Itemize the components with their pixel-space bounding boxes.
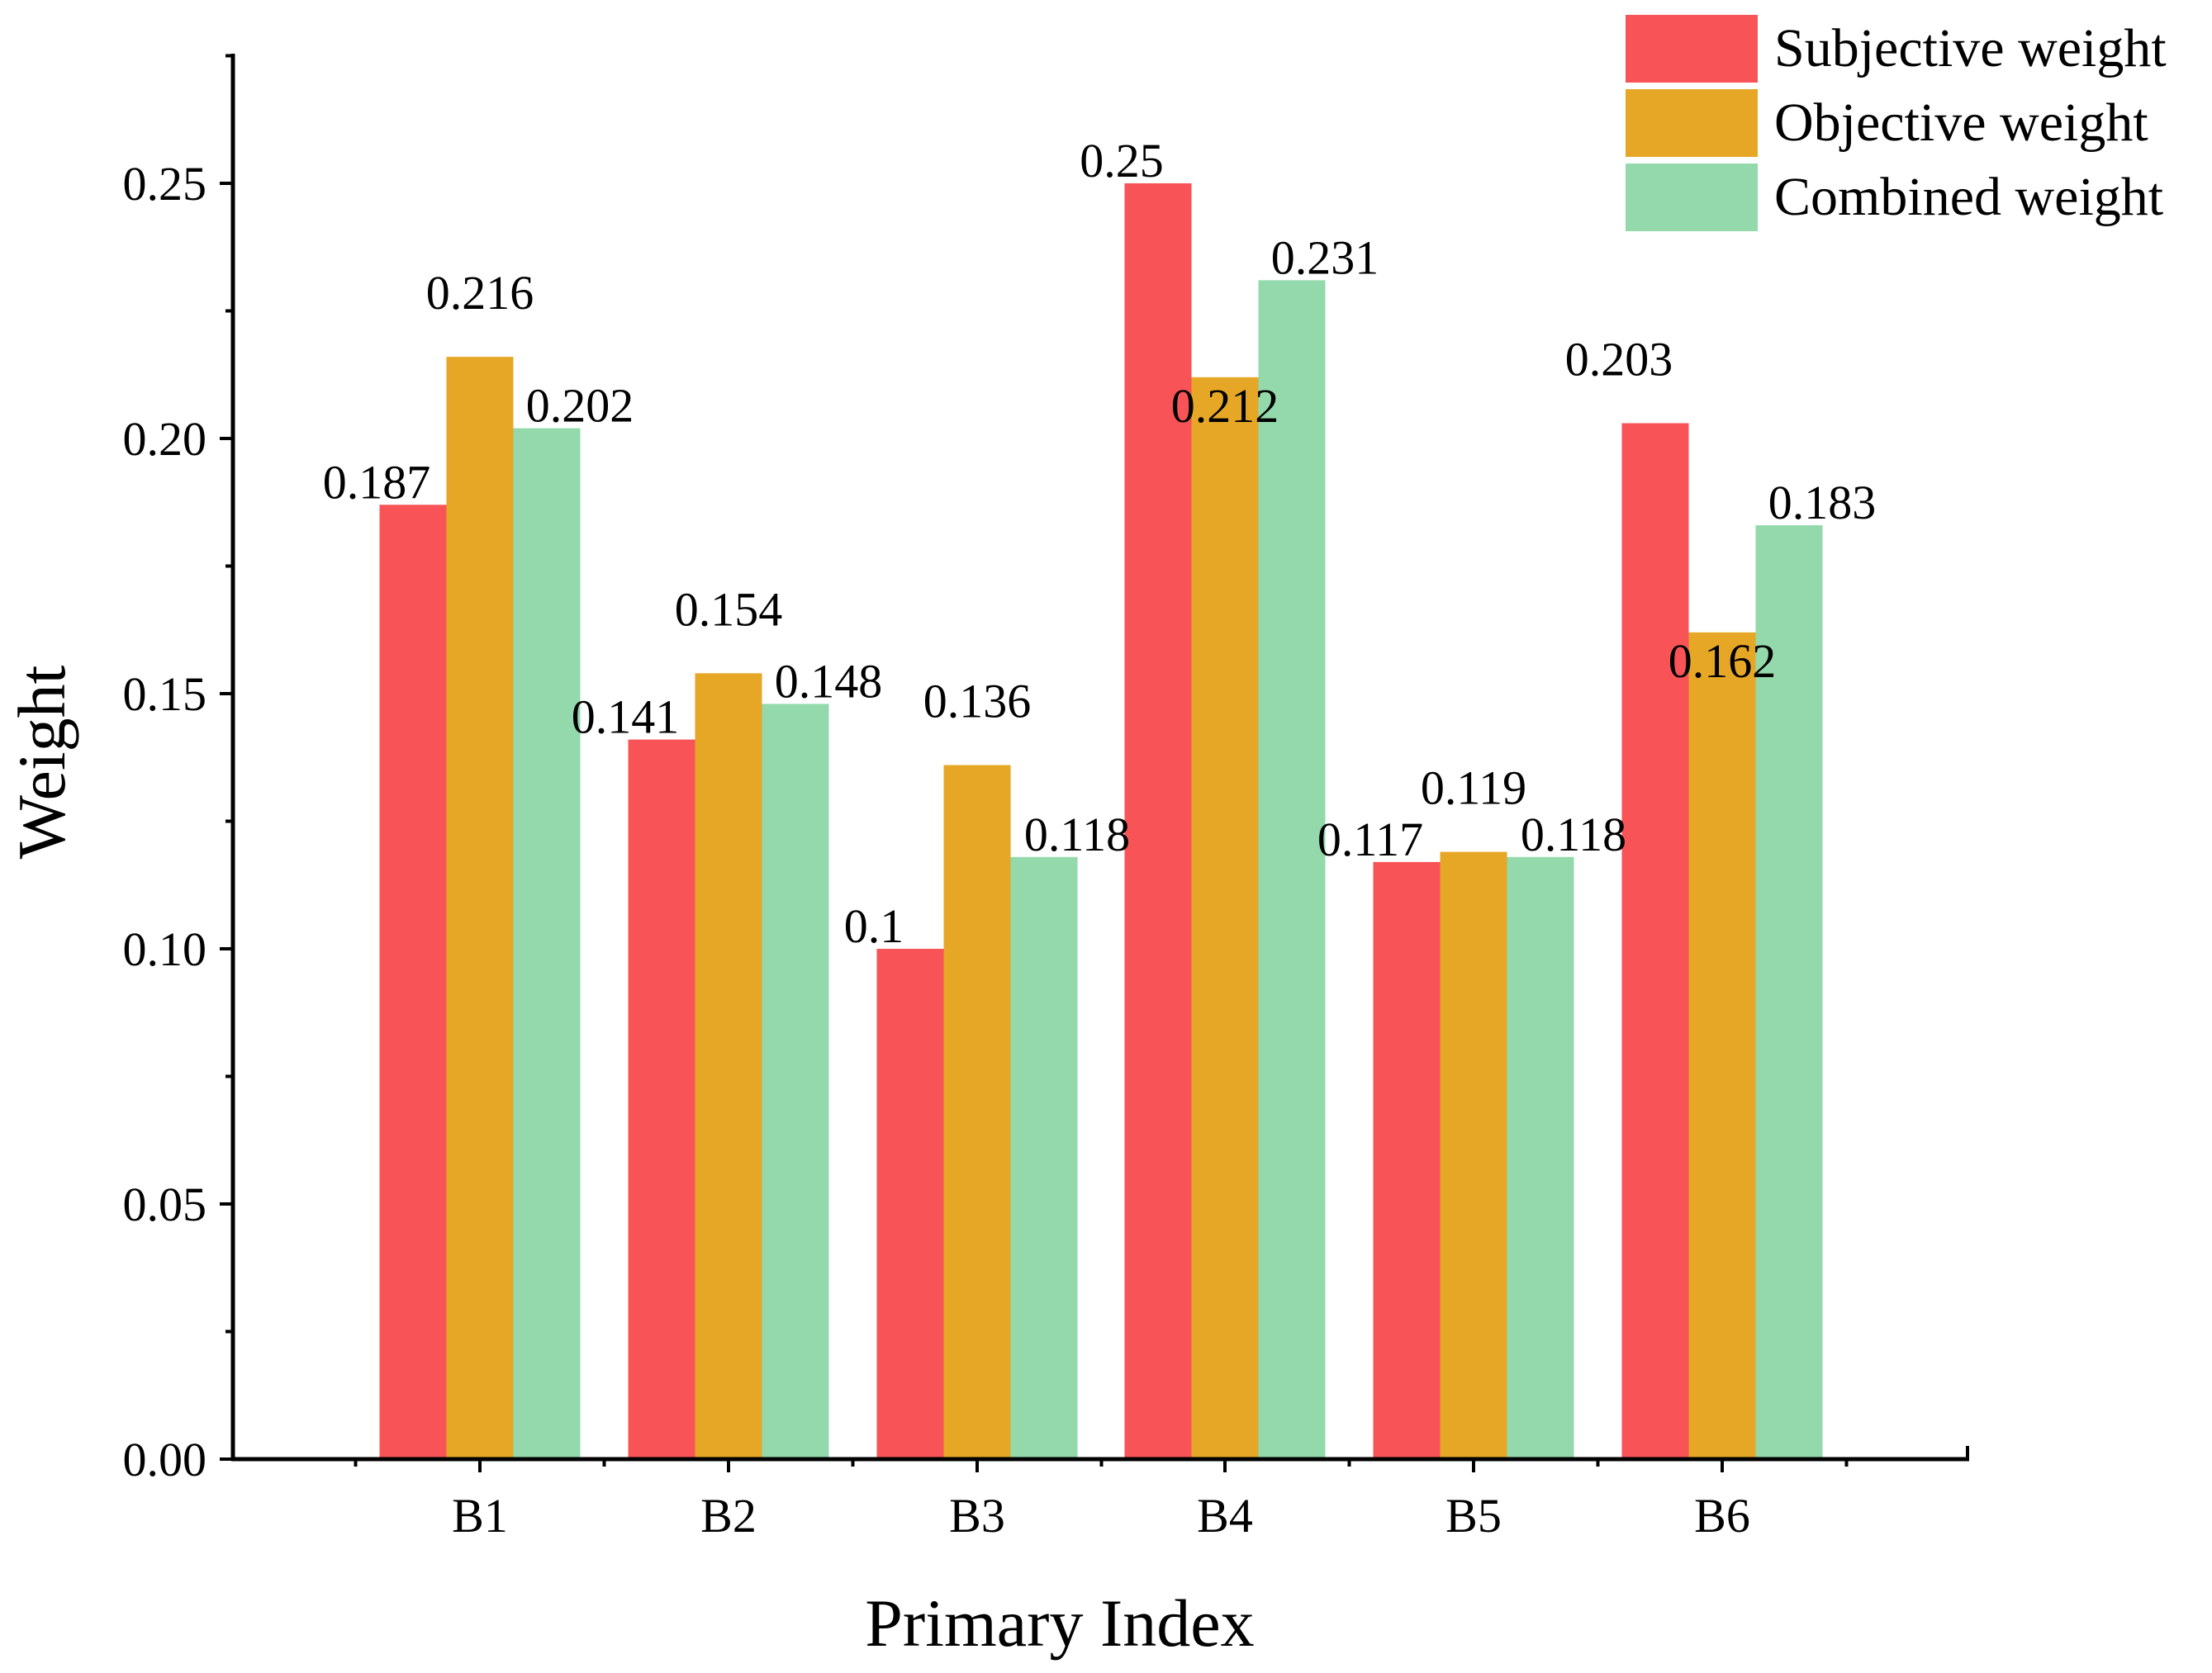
data-label-subjective-weight-b6: 0.203 [1565,333,1673,386]
axes-layer: 0.00 0.05 0.10 0.15 0.20 0.25 B1 B2 B3 B4 B5 B6 [123,54,1969,1543]
legend-swatch-subjective-weight [1626,15,1758,83]
data-label-subjective-weight-b1: 0.187 [323,455,431,509]
bar-subjective-weight-b3 [876,949,944,1459]
legend: Subjective weight Objective weight Combine… [1626,15,2167,231]
data-label-objective-weight-b4: 0.212 [1171,379,1279,433]
y-tick-label: 0.20 [123,412,207,466]
data-label-subjective-weight-b2: 0.141 [572,690,680,744]
bar-objective-weight-b1 [446,357,514,1460]
bar-subjective-weight-b5 [1373,861,1441,1459]
legend-swatch-combined-weight [1626,164,1758,231]
x-tick-label-b6: B6 [1694,1489,1750,1543]
x-tick-label-b2: B2 [700,1489,757,1543]
data-label-combined-weight-b1: 0.202 [526,379,634,433]
y-tick-label: 0.10 [123,922,207,976]
data-label-objective-weight-b2: 0.154 [675,582,783,636]
bar-subjective-weight-b6 [1621,423,1689,1459]
data-labels-layer: 0.187 0.141 0.1 0.25 0.117 0.203 0.216 0.154 0.1… [323,134,1877,953]
legend-label-subjective-weight: Subjective weight [1774,18,2167,78]
x-tick-label-b5: B5 [1445,1489,1502,1543]
y-tick-label: 0.15 [123,667,207,721]
x-axis-title: Primary Index [865,1585,1254,1661]
y-tick-label: 0.25 [123,157,207,211]
legend-label-objective-weight: Objective weight [1774,92,2148,153]
bar-objective-weight-b3 [943,765,1011,1459]
bar-subjective-weight-b1 [379,505,447,1459]
bar-combined-weight-b4 [1258,280,1326,1459]
data-label-objective-weight-b3: 0.136 [923,675,1032,728]
bar-combined-weight-b5 [1507,856,1574,1459]
legend-swatch-objective-weight [1626,89,1758,157]
x-tick-label-b3: B3 [949,1489,1005,1543]
x-tick-label-b4: B4 [1197,1489,1253,1543]
data-label-subjective-weight-b4: 0.25 [1080,134,1164,187]
bar-objective-weight-b6 [1688,632,1756,1459]
bar-objective-weight-b2 [695,673,762,1459]
data-label-objective-weight-b5: 0.119 [1421,761,1526,815]
bar-combined-weight-b3 [1010,856,1078,1459]
y-tick-label: 0.05 [123,1178,207,1231]
bar-subjective-weight-b4 [1124,183,1192,1459]
bar-combined-weight-b1 [513,428,581,1459]
data-label-subjective-weight-b5: 0.117 [1317,813,1423,866]
data-label-subjective-weight-b3: 0.1 [844,899,904,953]
data-label-combined-weight-b2: 0.148 [775,654,883,708]
bar-objective-weight-b4 [1191,377,1259,1459]
bars-layer [379,183,1823,1460]
data-label-combined-weight-b3: 0.118 [1024,808,1130,861]
data-label-objective-weight-b6: 0.162 [1668,634,1777,688]
data-label-combined-weight-b5: 0.118 [1521,808,1626,861]
x-tick-label-b1: B1 [452,1489,508,1543]
legend-label-combined-weight: Combined weight [1774,167,2163,227]
data-label-combined-weight-b6: 0.183 [1768,476,1877,529]
y-axis-title: Weight [4,665,79,859]
bar-combined-weight-b2 [762,704,829,1459]
bar-objective-weight-b5 [1440,851,1507,1459]
y-tick-label: 0.00 [123,1433,207,1486]
data-label-objective-weight-b1: 0.216 [426,266,534,320]
bar-subjective-weight-b2 [628,739,695,1459]
bar-combined-weight-b6 [1755,525,1823,1459]
data-label-combined-weight-b4: 0.231 [1271,230,1379,284]
